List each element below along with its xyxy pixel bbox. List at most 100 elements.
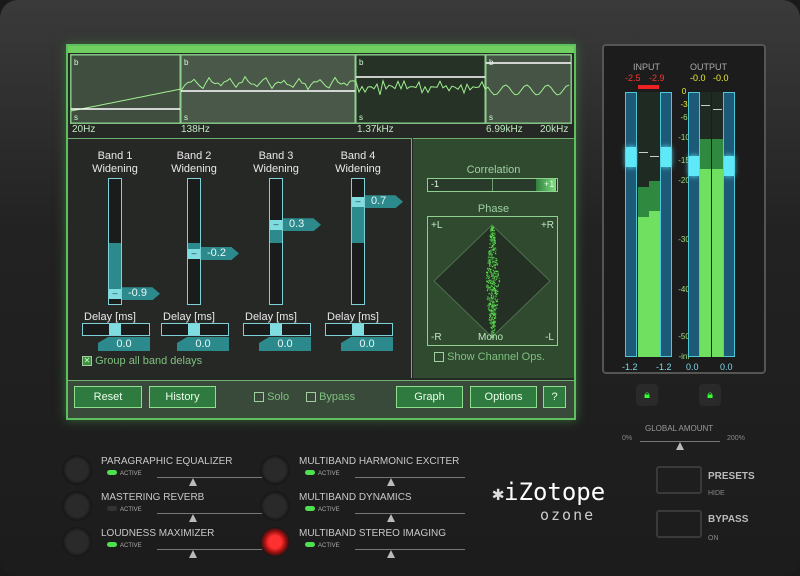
module-active-toggle[interactable]: ACTIVE [305,542,340,549]
output-peak-left[interactable]: -0.0 [690,73,706,83]
widening-value[interactable]: -0.2 [201,247,239,260]
presets-button[interactable] [656,466,702,494]
module-amount-slider[interactable] [157,549,267,550]
delay-value[interactable]: 0.0 [259,337,311,351]
history-button[interactable]: History [149,386,216,408]
graph-button[interactable]: Graph [396,386,463,408]
delay-value[interactable]: 0.0 [98,337,150,351]
input-link-lock-icon[interactable]: 🔒︎ [636,384,658,406]
phase-dot [490,316,491,317]
delay-value[interactable]: 0.0 [341,337,393,351]
bypass-checkbox[interactable]: Bypass [306,391,355,403]
output-gain-left[interactable]: 0.0 [686,362,699,372]
module-select-button[interactable] [260,527,290,557]
gain-fader-handle[interactable] [626,147,636,167]
band-1-delay-slider[interactable] [82,323,150,336]
spectrum-display[interactable]: bsbsbsbs [70,54,572,124]
module-select-button[interactable] [260,455,290,485]
widening-thumb[interactable]: – [188,249,200,259]
input-peak-right[interactable]: -2.9 [649,73,665,83]
output-gain-right[interactable]: 0.0 [720,362,733,372]
widening-thumb[interactable]: – [352,197,364,207]
clip-indicator[interactable] [638,85,659,89]
delay-thumb[interactable] [270,324,282,335]
phase-dot [494,278,495,279]
gain-fader-handle[interactable] [689,156,699,176]
delay-value[interactable]: 0.0 [177,337,229,351]
phase-dot [498,284,499,285]
delay-thumb[interactable] [188,324,200,335]
widening-value[interactable]: -0.9 [122,287,160,300]
module-active-toggle[interactable]: ACTIVE [107,506,142,513]
gain-fader[interactable] [660,92,672,357]
module-select-button[interactable] [260,491,290,521]
module-active-toggle[interactable]: ACTIVE [305,506,340,513]
phase-dot [494,230,495,231]
band-marker-b: b [184,58,189,67]
band-3-widening-slider[interactable]: – [269,178,283,305]
band-1-widening-slider[interactable]: – [108,178,122,305]
reset-button[interactable]: Reset [74,386,142,408]
phase-dot [495,305,496,306]
module-select-button[interactable] [62,491,92,521]
freq-label[interactable]: 6.99kHz [486,124,523,135]
solo-checkbox[interactable]: Solo [254,391,289,403]
widening-thumb[interactable]: – [270,220,282,230]
module-amount-slider[interactable] [157,513,267,514]
input-gain-right[interactable]: -1.2 [656,362,672,372]
phase-dot [490,304,491,305]
phase-dot [491,254,492,255]
band-2-delay-slider[interactable] [161,323,229,336]
widening-value[interactable]: 0.7 [365,195,403,208]
group-delays-checkbox[interactable]: ✕ Group all band delays [82,355,202,367]
module-amount-slider[interactable] [355,513,465,514]
output-link-lock-icon[interactable]: 🔒︎ [699,384,721,406]
freq-label: 20Hz [72,124,95,135]
freq-label[interactable]: 138Hz [181,124,210,135]
phase-dot [498,275,499,276]
gain-fader-handle[interactable] [661,147,671,167]
input-gain-left[interactable]: -1.2 [622,362,638,372]
input-peak-left[interactable]: -2.5 [625,73,641,83]
bypass-main-label: BYPASS [708,514,748,525]
module-amount-slider[interactable] [355,549,465,550]
phase-dot [492,233,493,234]
output-peak-right[interactable]: -0.0 [713,73,729,83]
band-4-delay-slider[interactable] [325,323,393,336]
band-2-widening-slider[interactable]: – [187,178,201,305]
gain-fader[interactable] [723,92,735,357]
gain-fader[interactable] [625,92,637,357]
phase-dot [493,275,494,276]
widening-value[interactable]: 0.3 [283,218,321,231]
module-active-toggle[interactable]: ACTIVE [305,470,340,477]
help-button[interactable]: ? [543,386,566,408]
global-amount-slider[interactable] [640,441,720,442]
gain-fader-handle[interactable] [724,156,734,176]
module-select-button[interactable] [62,455,92,485]
module-active-toggle[interactable]: ACTIVE [107,470,142,477]
phase-dot [496,249,497,250]
delay-thumb[interactable] [109,324,121,335]
widening-thumb[interactable]: – [109,289,121,299]
module-amount-slider[interactable] [157,477,267,478]
phase-dot [490,270,491,271]
band-3-delay-slider[interactable] [243,323,311,336]
delay-thumb[interactable] [352,324,364,335]
phase-dot [491,317,492,318]
module-select-button[interactable] [62,527,92,557]
options-button[interactable]: Options [470,386,537,408]
freq-label[interactable]: 1.37kHz [357,124,394,135]
phase-dot [494,241,495,242]
phase-dot [486,287,487,288]
phase-dot [490,287,491,288]
show-channel-ops-checkbox[interactable]: Show Channel Ops. [434,351,545,363]
module-name: LOUDNESS MAXIMIZER [101,528,214,539]
module-active-toggle[interactable]: ACTIVE [107,542,142,549]
phase-dot [493,321,494,322]
phase-dot [487,288,488,289]
gain-fader[interactable] [688,92,700,357]
module-amount-slider[interactable] [355,477,465,478]
band-4-widening-slider[interactable]: – [351,178,365,305]
bypass-button[interactable] [656,510,702,538]
phase-dot [491,298,492,299]
